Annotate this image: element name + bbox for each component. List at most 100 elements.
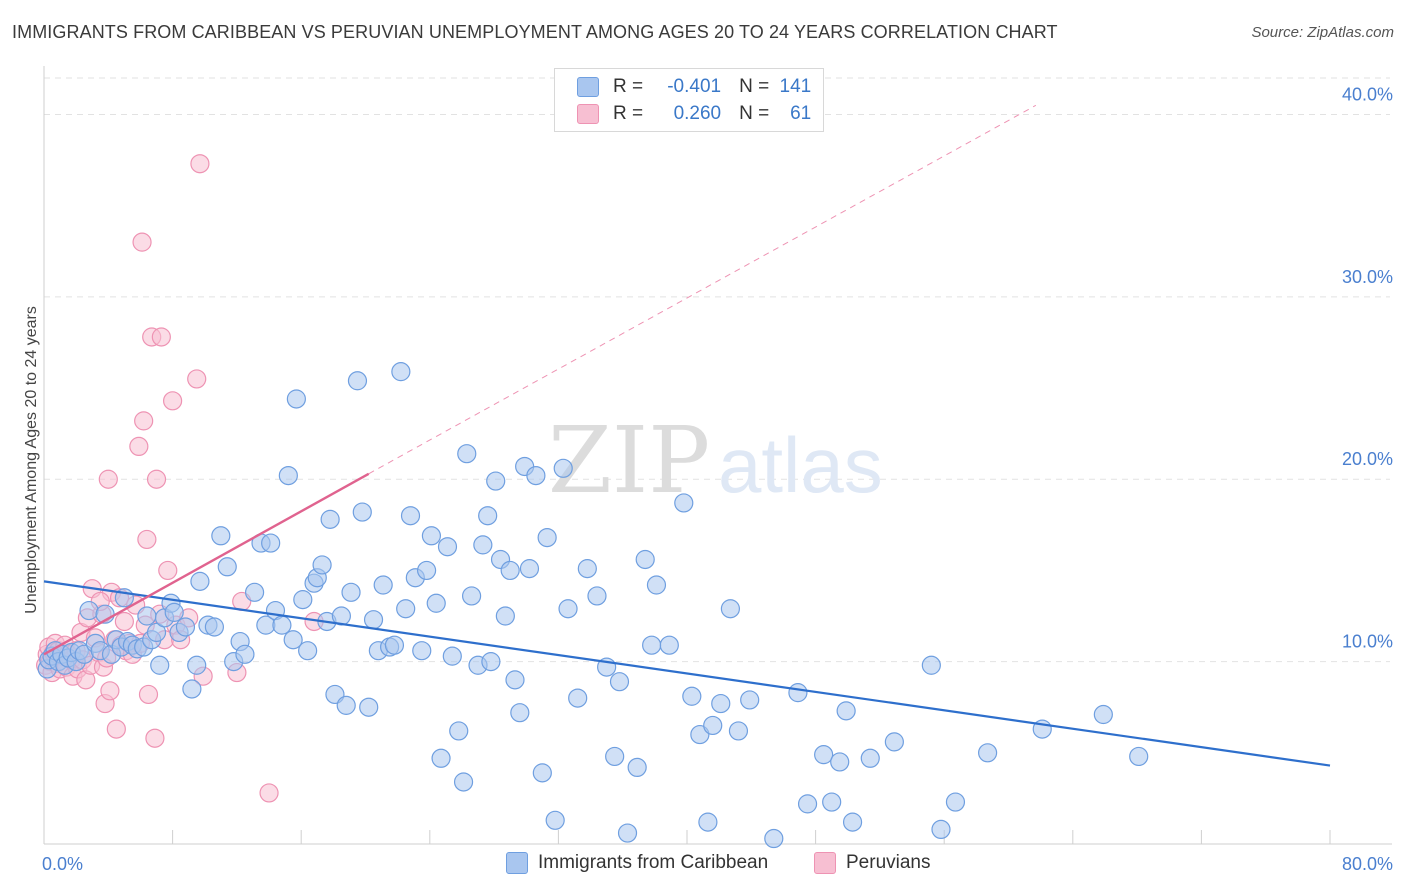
caribbean-point (426, 593, 446, 613)
grid-lines (44, 77, 1390, 663)
peruvian-point (146, 469, 167, 489)
caribbean-point (931, 819, 951, 840)
watermark: ZIP atlas (548, 407, 883, 514)
caribbean-point (797, 794, 818, 814)
caribbean-point (298, 641, 318, 661)
caribbean-point (400, 506, 421, 526)
caribbean-point (461, 586, 482, 606)
caribbean-point (646, 575, 667, 595)
caribbean-point (495, 606, 515, 626)
y-tick-label: 30.0% (1342, 267, 1393, 287)
caribbean-point (545, 810, 565, 830)
tick-labels: 10.0% 20.0% 30.0% 40.0% 0.0% 80.0% (42, 84, 1393, 874)
caribbean-point (510, 703, 530, 723)
series-legend: Immigrants from Caribbean Peruvians (0, 852, 1406, 878)
peruvian-point (158, 560, 178, 581)
caribbean-point (391, 362, 411, 382)
legend-row-caribbean: R = -0.401 N = 141 (577, 74, 811, 100)
caribbean-point (416, 560, 437, 581)
caribbean-point (457, 444, 477, 464)
caribbean-point (431, 748, 451, 768)
peruvian-point (137, 529, 157, 550)
caribbean-point (822, 792, 842, 812)
series-label: Peruvians (846, 852, 931, 873)
peruvian-point (129, 436, 149, 457)
caribbean-point (698, 812, 718, 832)
chart-title: IMMIGRANTS FROM CARIBBEAN VS PERUVIAN UN… (12, 22, 1058, 42)
caribbean-point (442, 646, 462, 666)
caribbean-point (211, 526, 231, 546)
x-tick-label: 0.0% (42, 854, 83, 874)
caribbean-point (449, 721, 469, 741)
caribbean-point (703, 715, 723, 736)
peruvian-point (106, 719, 126, 739)
caribbean-point (486, 471, 506, 491)
caribbean-point (978, 743, 998, 763)
series-legend-peruvians: Peruvians (814, 852, 931, 874)
caribbean-point (860, 748, 880, 768)
y-axis-title: Unemployment Among Ages 20 to 24 years (23, 306, 40, 614)
caribbean-point (204, 617, 224, 637)
caribbean-point (453, 772, 474, 792)
caribbean-point (190, 571, 210, 591)
caribbean-trend-line (43, 580, 1331, 767)
legend-swatch-blue (577, 77, 599, 97)
caribbean-point (500, 560, 520, 581)
caribbean-point (519, 559, 540, 579)
legend-n-label: N = (739, 103, 770, 124)
caribbean-point (921, 655, 941, 675)
caribbean-point (359, 697, 379, 717)
caribbean-point (788, 683, 808, 703)
caribbean-point (137, 606, 157, 626)
caribbean-point (312, 555, 332, 575)
legend-swatch-pink (577, 104, 599, 124)
caribbean-point (150, 655, 170, 675)
caribbean-point (421, 526, 442, 546)
series-legend-caribbean: Immigrants from Caribbean (506, 852, 768, 874)
caribbean-point (674, 493, 694, 513)
caribbean-point (1129, 746, 1149, 767)
series-label: Immigrants from Caribbean (538, 852, 769, 873)
peruvian-point (190, 154, 210, 174)
legend-r-label: R = (613, 76, 644, 97)
caribbean-point (473, 535, 493, 555)
caribbean-point (244, 582, 265, 602)
legend-row-peruvians: R = 0.260 N = 61 (577, 101, 811, 127)
peruvian-point (114, 611, 134, 632)
caribbean-point (587, 586, 607, 606)
series-swatch-blue (506, 852, 528, 874)
caribbean-point (842, 812, 863, 832)
source-label: Source: ZipAtlas.com (1251, 24, 1394, 41)
y-tick-label: 40.0% (1342, 84, 1393, 104)
caribbean-point (884, 732, 904, 752)
peruvian-trend-line (43, 472, 370, 656)
correlation-legend: R = -0.401 N = 141 R = 0.260 N = 61 (554, 68, 824, 132)
caribbean-point (711, 693, 731, 714)
caribbean-point (505, 670, 525, 690)
caribbean-point (609, 672, 630, 692)
caribbean-point (836, 701, 856, 721)
caribbean-point (352, 502, 372, 522)
caribbean-point (830, 752, 850, 772)
caribbean-point (217, 557, 237, 577)
caribbean-point (235, 644, 255, 664)
caribbean-point (283, 630, 303, 650)
caribbean-point (526, 465, 546, 486)
caribbean-point (627, 757, 647, 778)
caribbean-point (740, 690, 760, 710)
x-tick-label: 80.0% (1342, 854, 1393, 874)
caribbean-point (635, 549, 655, 570)
caribbean-point (278, 465, 298, 486)
caribbean-point (384, 635, 405, 655)
caribbean-point (437, 537, 458, 557)
caribbean-point (182, 679, 202, 699)
legend-n-label: N = (739, 76, 770, 97)
peruvian-point (187, 369, 207, 389)
caribbean-point (764, 828, 784, 849)
legend-r-value: -0.401 (667, 76, 722, 97)
caribbean-point (320, 509, 340, 529)
axes (43, 66, 1392, 845)
legend-n-value: 61 (790, 103, 812, 124)
caribbean-point (682, 686, 702, 706)
